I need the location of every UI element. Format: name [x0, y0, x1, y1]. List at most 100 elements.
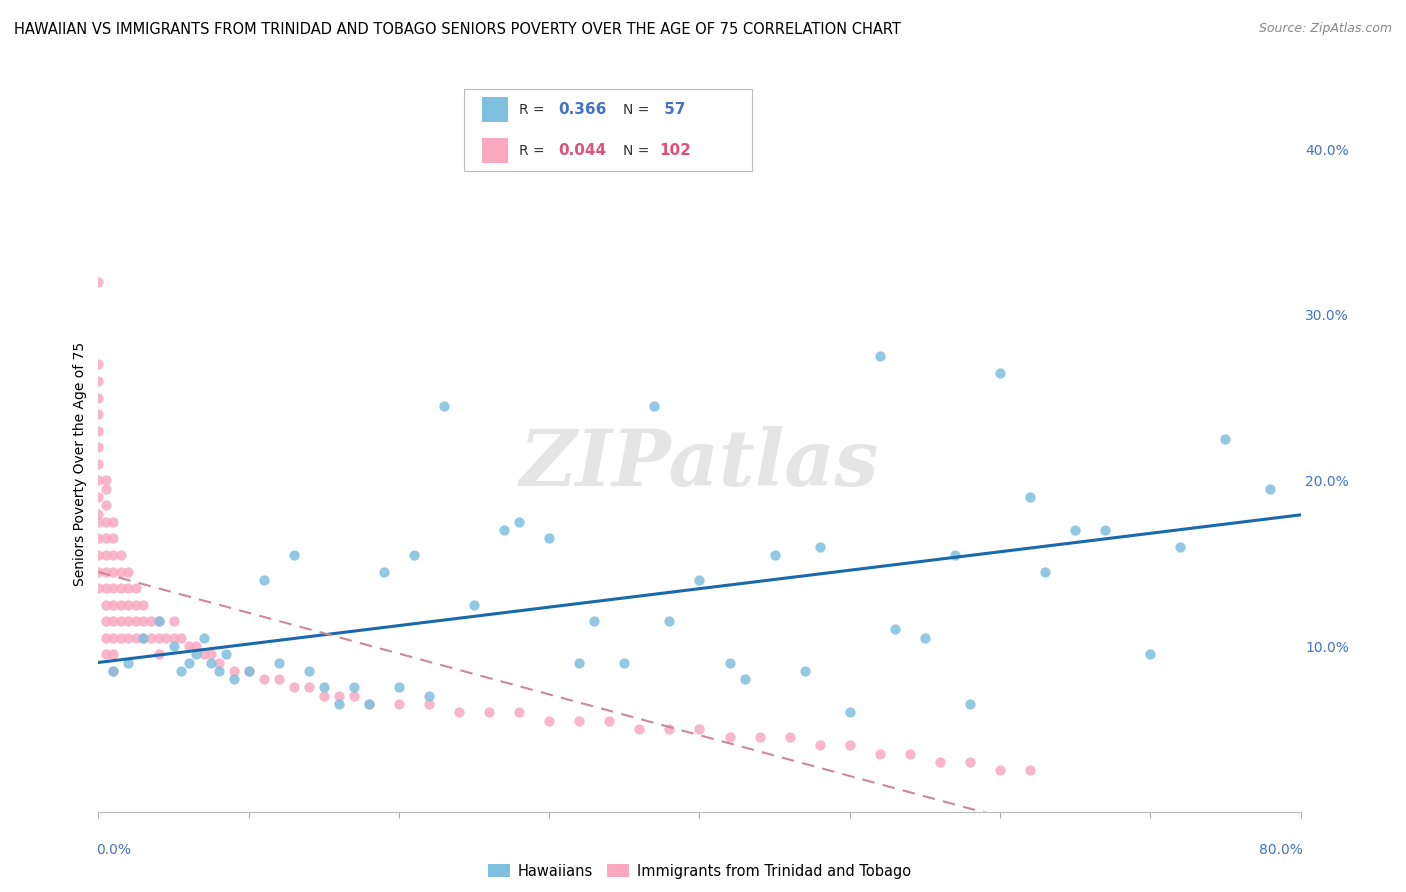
Point	[718, 656, 741, 670]
Point	[87, 275, 110, 289]
Point	[433, 399, 456, 413]
Point	[808, 540, 831, 554]
Point	[94, 565, 117, 579]
Point	[103, 532, 125, 546]
Point	[87, 440, 110, 454]
Point	[643, 399, 665, 413]
Text: 57: 57	[659, 103, 686, 117]
Point	[253, 672, 276, 686]
Point	[734, 672, 756, 686]
Point	[1019, 490, 1042, 504]
Point	[568, 714, 591, 728]
Point	[538, 532, 561, 546]
Text: 80.0%: 80.0%	[1260, 843, 1303, 857]
Point	[170, 664, 193, 678]
Point	[94, 614, 117, 628]
Point	[418, 697, 440, 711]
Point	[170, 631, 193, 645]
Point	[132, 631, 155, 645]
Point	[658, 722, 681, 736]
Point	[763, 548, 786, 562]
Point	[208, 664, 231, 678]
Point	[222, 672, 245, 686]
Point	[463, 598, 485, 612]
Point	[94, 598, 117, 612]
Point	[117, 598, 139, 612]
Point	[200, 648, 222, 662]
Point	[914, 631, 936, 645]
Point	[117, 656, 139, 670]
Point	[110, 614, 132, 628]
Point	[959, 697, 981, 711]
Point	[103, 664, 125, 678]
Point	[613, 656, 636, 670]
Point	[110, 565, 132, 579]
Text: 0.366: 0.366	[558, 103, 606, 117]
Point	[328, 697, 350, 711]
Point	[283, 548, 305, 562]
Point	[132, 631, 155, 645]
Point	[193, 648, 215, 662]
Text: HAWAIIAN VS IMMIGRANTS FROM TRINIDAD AND TOBAGO SENIORS POVERTY OVER THE AGE OF : HAWAIIAN VS IMMIGRANTS FROM TRINIDAD AND…	[14, 22, 901, 37]
Point	[110, 548, 132, 562]
Point	[267, 672, 290, 686]
Point	[117, 581, 139, 595]
Point	[155, 631, 177, 645]
Point	[148, 648, 170, 662]
Point	[103, 631, 125, 645]
Point	[103, 648, 125, 662]
Point	[929, 755, 952, 769]
Point	[838, 739, 860, 753]
Point	[94, 631, 117, 645]
Point	[658, 614, 681, 628]
Point	[94, 482, 117, 496]
Point	[132, 614, 155, 628]
Point	[177, 656, 200, 670]
Point	[253, 573, 276, 587]
Point	[103, 515, 125, 529]
Point	[87, 407, 110, 421]
Point	[238, 664, 260, 678]
Point	[148, 614, 170, 628]
Point	[298, 664, 321, 678]
Point	[103, 598, 125, 612]
Point	[508, 515, 530, 529]
Point	[628, 722, 651, 736]
Point	[87, 391, 110, 405]
Point	[943, 548, 966, 562]
Point	[508, 706, 530, 720]
Text: 0.0%: 0.0%	[96, 843, 131, 857]
Point	[184, 648, 207, 662]
Point	[103, 565, 125, 579]
Text: N =: N =	[623, 103, 654, 117]
Point	[94, 515, 117, 529]
Point	[959, 755, 981, 769]
Point	[94, 474, 117, 488]
Point	[447, 706, 470, 720]
Point	[312, 681, 335, 695]
Point	[117, 614, 139, 628]
Point	[94, 548, 117, 562]
Point	[87, 490, 110, 504]
Point	[1033, 565, 1056, 579]
Legend: Hawaiians, Immigrants from Trinidad and Tobago: Hawaiians, Immigrants from Trinidad and …	[482, 858, 917, 885]
Point	[1064, 523, 1087, 537]
Point	[94, 498, 117, 512]
Point	[988, 764, 1011, 778]
Point	[177, 639, 200, 653]
Point	[103, 548, 125, 562]
Point	[87, 358, 110, 372]
Point	[838, 706, 860, 720]
Point	[869, 349, 891, 363]
Point	[1019, 764, 1042, 778]
Point	[125, 598, 148, 612]
Point	[87, 581, 110, 595]
Point	[388, 697, 411, 711]
Point	[208, 656, 231, 670]
Point	[238, 664, 260, 678]
Point	[87, 424, 110, 438]
Text: R =: R =	[519, 144, 548, 158]
Point	[87, 548, 110, 562]
Point	[162, 614, 184, 628]
Point	[103, 614, 125, 628]
